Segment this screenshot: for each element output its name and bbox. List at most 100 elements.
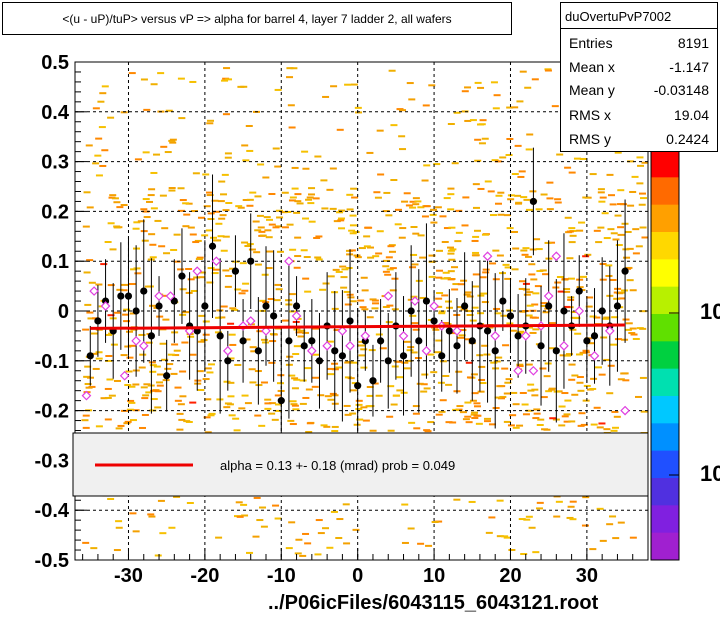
scatter-cell bbox=[218, 180, 226, 183]
scatter-cell bbox=[544, 241, 552, 244]
scatter-cell bbox=[355, 403, 363, 406]
scatter-cell bbox=[294, 193, 302, 196]
scatter-cell bbox=[330, 510, 338, 513]
scatter-cell bbox=[539, 367, 547, 370]
scatter-cell bbox=[573, 317, 581, 320]
scatter-cell bbox=[224, 285, 232, 288]
scatter-cell bbox=[403, 367, 411, 370]
scatter-cell bbox=[409, 206, 417, 209]
chart-title: <(u - uP)/tuP> versus vP => alpha for ba… bbox=[62, 12, 452, 26]
scatter-cell bbox=[343, 404, 351, 407]
scatter-cell bbox=[248, 248, 256, 251]
scatter-cell bbox=[107, 116, 115, 119]
scatter-cell bbox=[454, 240, 462, 243]
scatter-cell bbox=[252, 535, 260, 538]
scatter-cell bbox=[299, 554, 307, 557]
scatter-cell bbox=[544, 68, 552, 71]
scatter-cell bbox=[459, 329, 467, 332]
scatter-cell bbox=[636, 156, 644, 159]
scatter-cell bbox=[462, 196, 470, 199]
scatter-cell bbox=[274, 409, 282, 412]
scatter-cell bbox=[421, 215, 429, 218]
scatter-cell bbox=[439, 215, 447, 218]
scatter-cell bbox=[336, 211, 344, 214]
stats-row-rms-y: RMS y 0.2424 bbox=[561, 127, 717, 151]
scatter-cell bbox=[159, 342, 167, 345]
scatter-cell bbox=[95, 137, 103, 140]
scatter-cell bbox=[179, 199, 187, 202]
scatter-cell bbox=[638, 203, 646, 206]
scatter-cell bbox=[241, 394, 249, 397]
scatter-cell bbox=[231, 308, 239, 311]
scatter-cell bbox=[85, 386, 93, 389]
scatter-cell bbox=[641, 236, 649, 239]
scatter-cell bbox=[326, 340, 334, 343]
scatter-cell bbox=[302, 331, 310, 334]
scatter-cell bbox=[614, 338, 622, 341]
scatter-cell bbox=[576, 229, 584, 232]
scatter-cell bbox=[213, 210, 221, 213]
scatter-cell bbox=[143, 383, 151, 386]
scatter-cell bbox=[445, 383, 453, 386]
open-point bbox=[131, 336, 141, 346]
scatter-cell bbox=[533, 408, 541, 411]
scatter-cell bbox=[343, 542, 351, 545]
scatter-cell bbox=[639, 327, 647, 330]
scatter-cell bbox=[148, 515, 156, 518]
profile-point bbox=[575, 287, 583, 295]
scatter-cell bbox=[468, 500, 476, 503]
scatter-cell bbox=[227, 395, 235, 398]
scatter-cell bbox=[555, 500, 563, 503]
profile-point bbox=[445, 327, 453, 335]
scatter-cell bbox=[168, 139, 176, 142]
open-point bbox=[291, 311, 302, 321]
scatter-cell bbox=[128, 72, 136, 75]
scatter-cell bbox=[629, 190, 637, 193]
scatter-cell bbox=[391, 365, 399, 368]
scatter-cell bbox=[139, 353, 147, 356]
scatter-cell bbox=[502, 263, 510, 266]
profile-point bbox=[201, 302, 209, 310]
scatter-cell bbox=[104, 396, 112, 399]
scatter-cell bbox=[493, 94, 501, 97]
scatter-cell bbox=[104, 241, 112, 244]
scatter-cell bbox=[226, 403, 234, 406]
scatter-cell bbox=[568, 241, 576, 244]
scatter-cell-hot bbox=[582, 255, 590, 258]
scatter-cell bbox=[496, 385, 504, 388]
scatter-cell bbox=[264, 407, 272, 410]
scatter-cell bbox=[479, 382, 487, 385]
open-point bbox=[245, 316, 256, 326]
scatter-cell bbox=[315, 258, 323, 261]
scatter-cell bbox=[396, 376, 404, 379]
scatter-cell bbox=[456, 405, 464, 408]
scatter-cell bbox=[384, 273, 392, 276]
scatter-cell bbox=[622, 248, 630, 251]
scatter-cell bbox=[327, 275, 335, 278]
scatter-cell bbox=[459, 411, 467, 414]
scatter-cell bbox=[427, 353, 435, 356]
scatter-cell bbox=[451, 266, 459, 269]
scatter-cell bbox=[276, 382, 284, 385]
scatter-cell bbox=[423, 429, 431, 432]
scatter-cell bbox=[470, 373, 478, 376]
scatter-cell bbox=[176, 412, 184, 415]
scatter-cell bbox=[245, 124, 253, 127]
scatter-cell bbox=[423, 205, 431, 208]
scatter-cell bbox=[506, 137, 514, 140]
scatter-cell bbox=[512, 247, 520, 250]
profile-point bbox=[453, 342, 461, 350]
profile-point bbox=[499, 297, 507, 305]
scatter-cell bbox=[501, 535, 509, 538]
scatter-cell bbox=[510, 230, 518, 233]
scatter-cell bbox=[264, 402, 272, 405]
scatter-cell bbox=[556, 153, 564, 156]
profile-point bbox=[407, 307, 415, 315]
scatter-cell bbox=[479, 276, 487, 279]
scatter-cell bbox=[256, 214, 264, 217]
scatter-cell bbox=[140, 386, 148, 389]
open-point bbox=[482, 251, 493, 262]
scatter-cell bbox=[369, 429, 377, 432]
scatter-cell bbox=[593, 316, 601, 319]
scatter-cell bbox=[450, 332, 458, 335]
